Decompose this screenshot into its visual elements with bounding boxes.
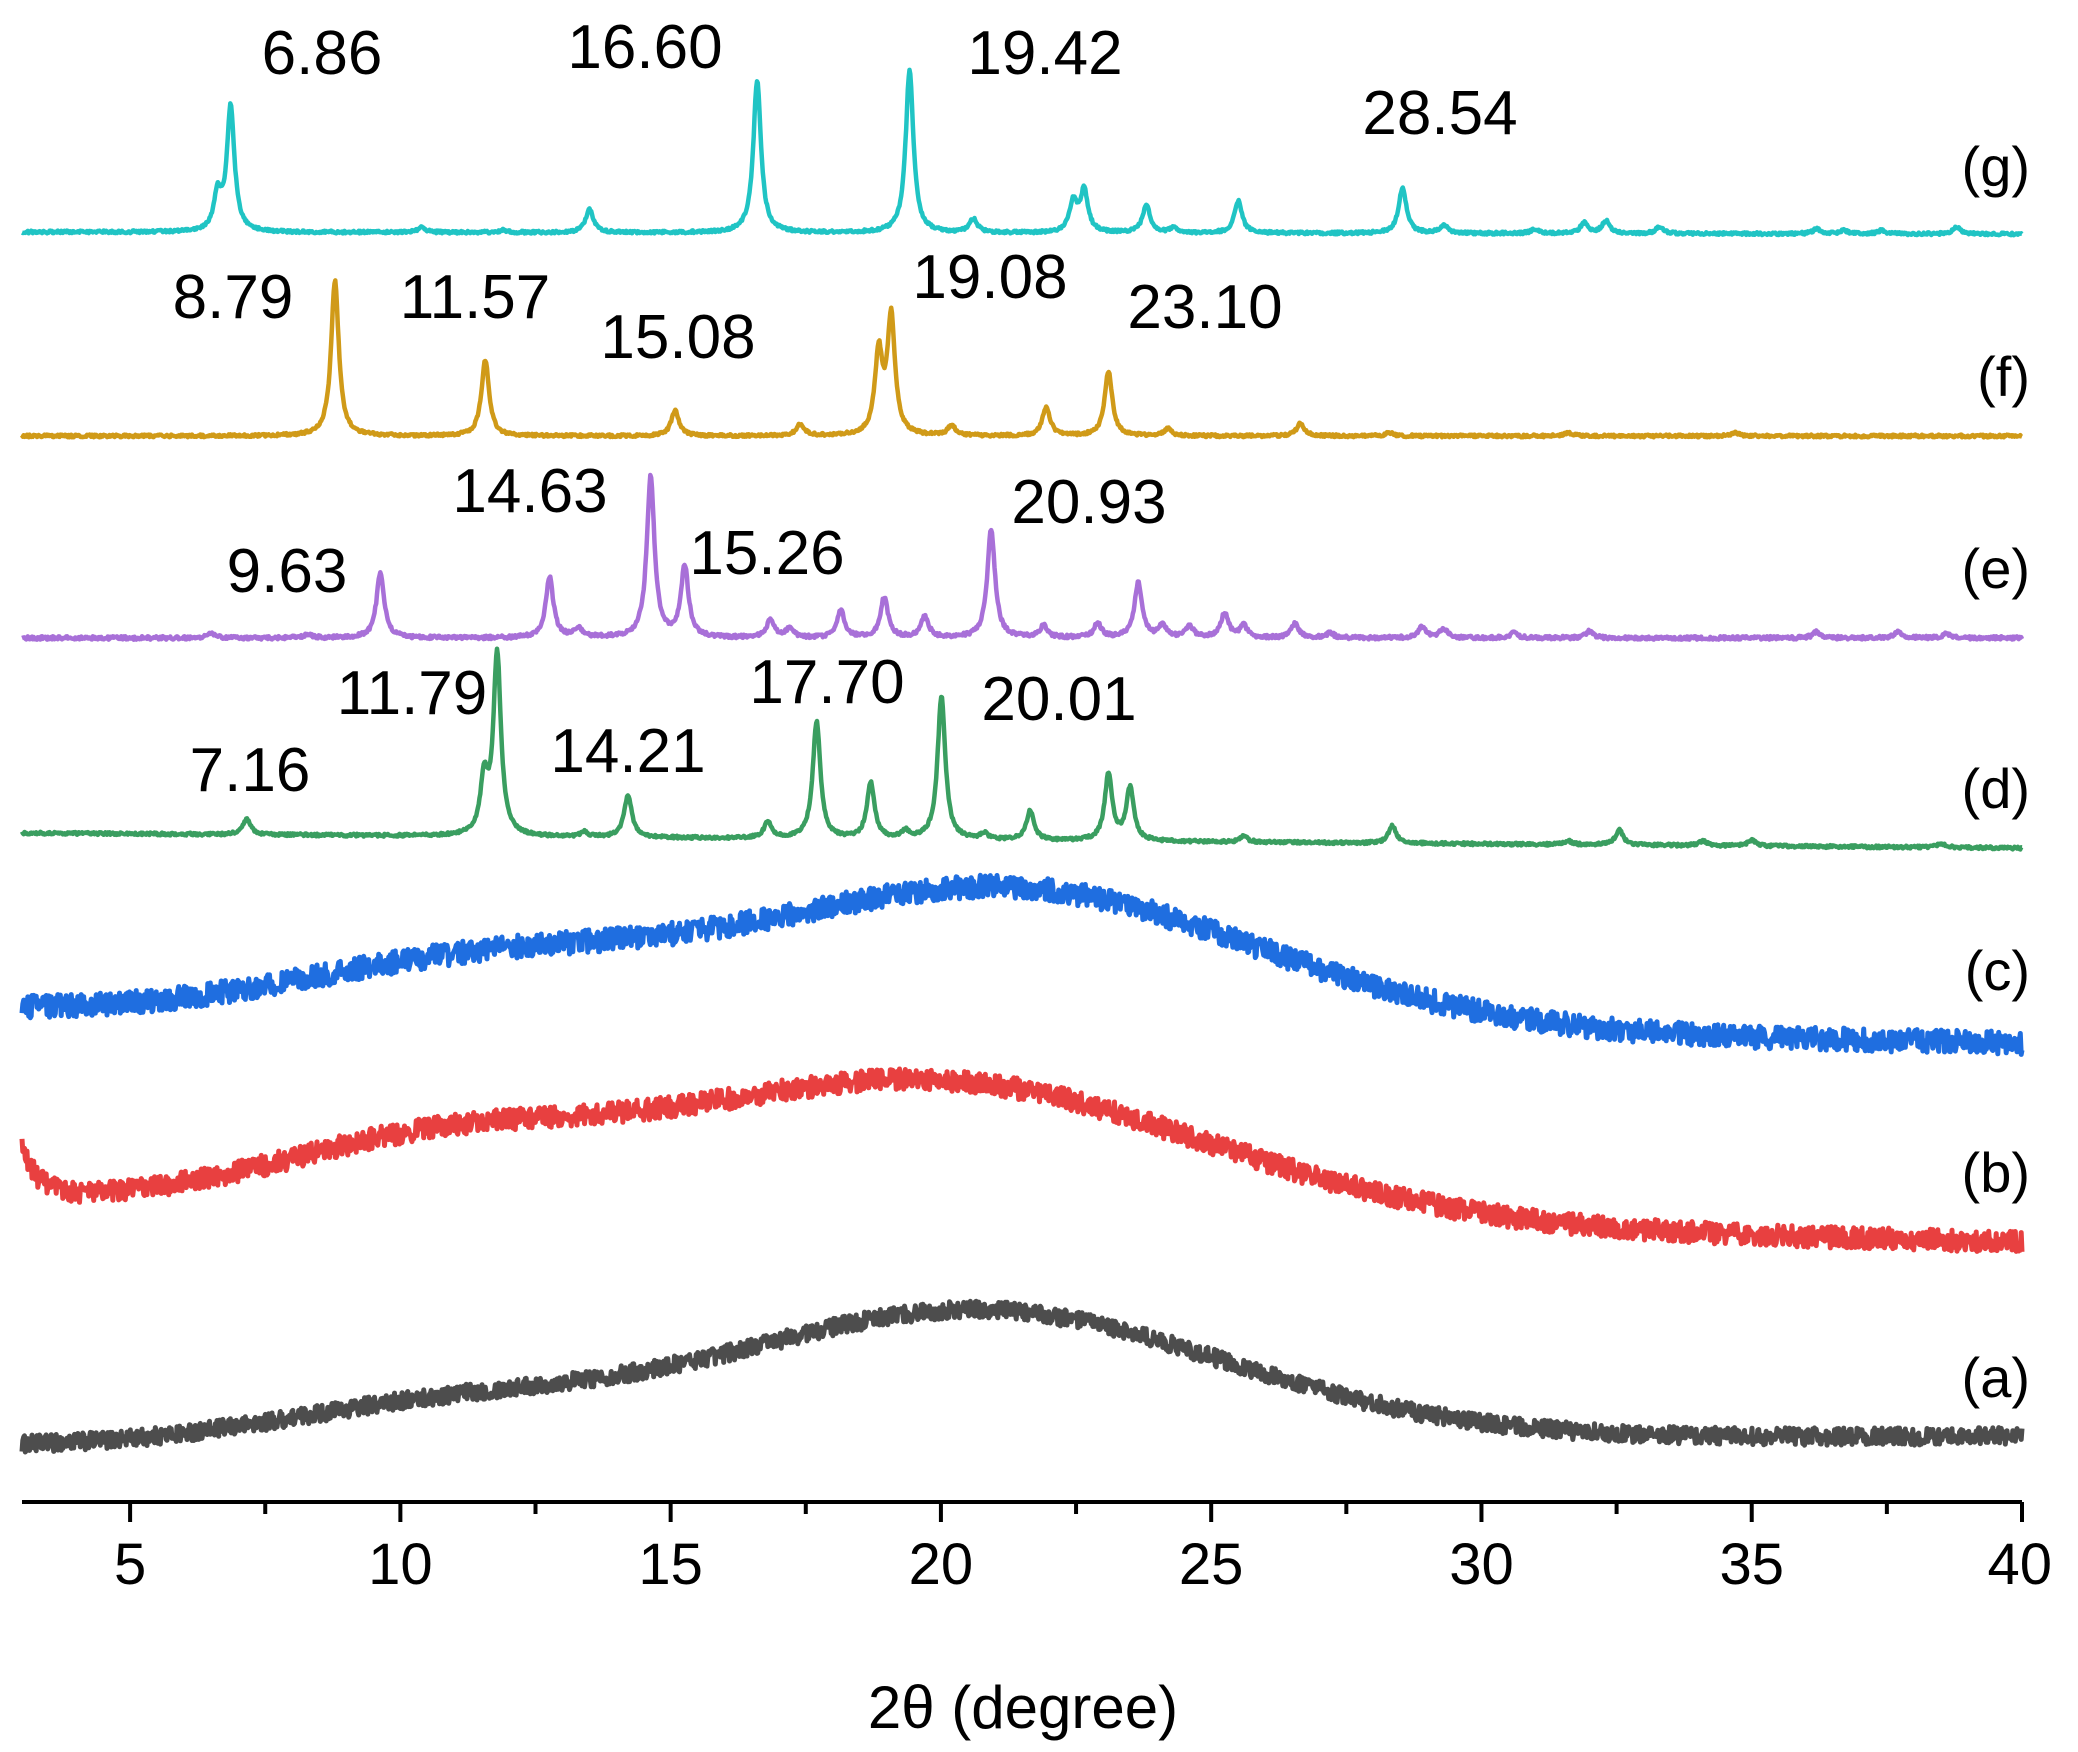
peak-label-g-16-60: 16.60 bbox=[567, 13, 722, 82]
curve-label-d: (d) bbox=[1962, 757, 2030, 820]
x-ticks bbox=[128, 1502, 2024, 1522]
peak-label-e-9-63: 9.63 bbox=[227, 537, 348, 606]
x-tick-label: 40 bbox=[1987, 1532, 2052, 1597]
peak-label-e-15-26: 15.26 bbox=[689, 519, 844, 588]
series-line-e bbox=[20, 472, 2025, 642]
x-tick-label: 35 bbox=[1719, 1532, 1784, 1597]
peak-label-f-15-08: 15.08 bbox=[600, 303, 755, 372]
curve-labels: (a) (b) (c) (d) (e) (f) (g) bbox=[1962, 135, 2030, 1409]
curve-label-b: (b) bbox=[1962, 1141, 2030, 1204]
series-line-g bbox=[20, 67, 2024, 238]
series-line-f bbox=[20, 278, 2024, 440]
peak-label-g-28-54: 28.54 bbox=[1362, 79, 1517, 148]
series-line-b bbox=[19, 1066, 2025, 1254]
curve-label-g: (g) bbox=[1962, 135, 2030, 198]
x-tick-label: 10 bbox=[368, 1532, 433, 1597]
peak-label-f-19-08: 19.08 bbox=[912, 243, 1067, 312]
series-line-a bbox=[19, 1298, 2025, 1455]
peak-label-g-6-86: 6.86 bbox=[262, 19, 383, 88]
peak-label-d-20-01: 20.01 bbox=[981, 665, 1136, 734]
series-line-c bbox=[19, 872, 2025, 1057]
x-tick-label: 20 bbox=[909, 1532, 974, 1597]
peak-label-d-7-16: 7.16 bbox=[190, 736, 311, 805]
x-tick-label: 30 bbox=[1449, 1532, 1514, 1597]
series-line-d bbox=[19, 646, 2024, 852]
xrd-curves bbox=[19, 67, 2025, 1455]
curve-label-a: (a) bbox=[1962, 1346, 2030, 1409]
peak-label-d-14-21: 14.21 bbox=[550, 717, 705, 786]
peak-label-f-23-10: 23.10 bbox=[1127, 273, 1282, 342]
x-tick-label: 25 bbox=[1179, 1532, 1244, 1597]
peak-label-g-19-42: 19.42 bbox=[967, 19, 1122, 88]
x-axis-title: 2θ (degree) bbox=[868, 1674, 1178, 1741]
curve-label-e: (e) bbox=[1962, 537, 2030, 600]
x-axis: 5 10 15 20 25 30 35 40 2θ (degree) bbox=[22, 1500, 2052, 1741]
peak-label-d-11-79: 11.79 bbox=[337, 659, 488, 728]
curve-label-f: (f) bbox=[1977, 345, 2030, 408]
peak-label-e-14-63: 14.63 bbox=[452, 457, 607, 526]
x-tick-label: 5 bbox=[114, 1532, 146, 1597]
curve-label-c: (c) bbox=[1965, 939, 2030, 1002]
peak-label-d-17-70: 17.70 bbox=[749, 648, 904, 717]
peak-labels: 7.16 11.79 14.21 17.70 20.01 9.63 14.63 15.26 20… bbox=[173, 13, 1518, 805]
peak-label-e-20-93: 20.93 bbox=[1011, 468, 1166, 537]
x-tick-labels: 5 10 15 20 25 30 35 40 bbox=[114, 1532, 2052, 1597]
peak-label-f-11-57: 11.57 bbox=[400, 263, 551, 332]
x-tick-label: 15 bbox=[638, 1532, 703, 1597]
peak-label-f-8-79: 8.79 bbox=[173, 263, 294, 332]
